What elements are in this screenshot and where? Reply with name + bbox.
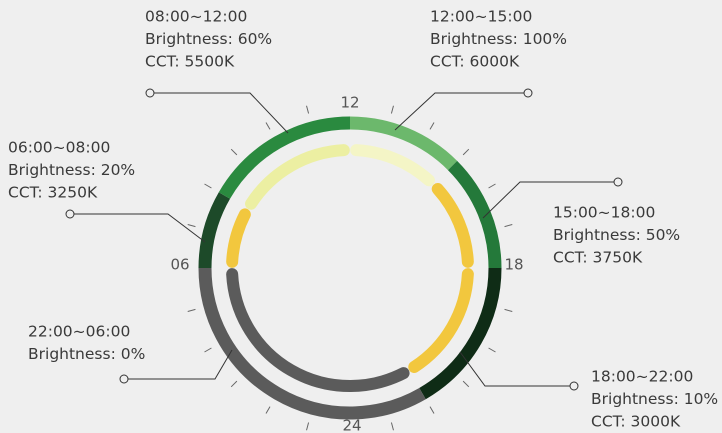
hour-tick [187, 224, 196, 228]
callout-dot [523, 88, 533, 98]
inner-arc [226, 268, 410, 392]
hour-label: 24 [342, 417, 361, 433]
hour-tick [429, 406, 435, 414]
segment-cct: CCT: 3000K [591, 413, 681, 431]
callout-dot [613, 177, 623, 187]
inner-arc [245, 144, 350, 210]
outer-arc [349, 116, 458, 171]
segment-time: 22:00~06:00 [28, 323, 130, 341]
outer-arc [419, 267, 502, 400]
outer-arc [447, 160, 502, 269]
segment-time: 12:00~15:00 [430, 8, 532, 26]
segment-time: 18:00~22:00 [591, 368, 693, 386]
segment-cct: CCT: 5500K [145, 53, 235, 71]
inner-arc [431, 183, 474, 268]
hour-tick [265, 406, 271, 414]
hour-tick [390, 105, 394, 114]
hour-tick [265, 122, 271, 130]
hour-tick [504, 224, 513, 228]
hour-tick [504, 308, 513, 312]
hour-tick [462, 148, 470, 156]
inner-arc [350, 144, 435, 187]
hour-tick [187, 308, 196, 312]
hour-tick [390, 422, 394, 431]
hour-tick [488, 347, 496, 353]
segment-time: 06:00~08:00 [8, 139, 110, 157]
callout-dot [569, 381, 579, 391]
outer-arc [218, 116, 351, 199]
hour-tick [230, 148, 238, 156]
hour-label: 12 [340, 94, 359, 112]
callout-line [150, 92, 289, 134]
segment-brightness: Brightness: 50% [553, 226, 680, 244]
inner-arc [226, 208, 251, 268]
hour-tick [488, 183, 496, 189]
callout-line [124, 349, 233, 380]
inner-arc [408, 268, 474, 373]
segment-time: 15:00~18:00 [553, 204, 655, 222]
hour-tick [429, 122, 435, 130]
hour-label: 18 [504, 256, 523, 274]
segment-time: 08:00~12:00 [145, 8, 247, 26]
hour-tick [306, 422, 310, 431]
hour-tick [204, 347, 212, 353]
callout-line [70, 213, 206, 243]
hour-tick [306, 105, 310, 114]
segment-cct: CCT: 6000K [430, 53, 520, 71]
segment-brightness: Brightness: 20% [8, 161, 135, 179]
segment-brightness: Brightness: 10% [591, 390, 718, 408]
segment-brightness: Brightness: 60% [145, 30, 272, 48]
callout-dot [65, 209, 75, 219]
callout-line [394, 92, 528, 131]
segment-brightness: Brightness: 100% [430, 30, 567, 48]
callout-dot [119, 374, 129, 384]
outer-arc [198, 267, 426, 420]
callout-line [482, 181, 618, 219]
hour-tick [230, 380, 238, 388]
hour-tick [204, 183, 212, 189]
segment-cct: CCT: 3250K [8, 184, 98, 202]
segment-cct: CCT: 3750K [553, 249, 643, 267]
outer-arc [198, 192, 231, 269]
hour-tick [462, 380, 470, 388]
callout-line [459, 351, 574, 387]
callout-dot [145, 88, 155, 98]
hour-label: 06 [170, 256, 189, 274]
segment-brightness: Brightness: 0% [28, 345, 145, 363]
